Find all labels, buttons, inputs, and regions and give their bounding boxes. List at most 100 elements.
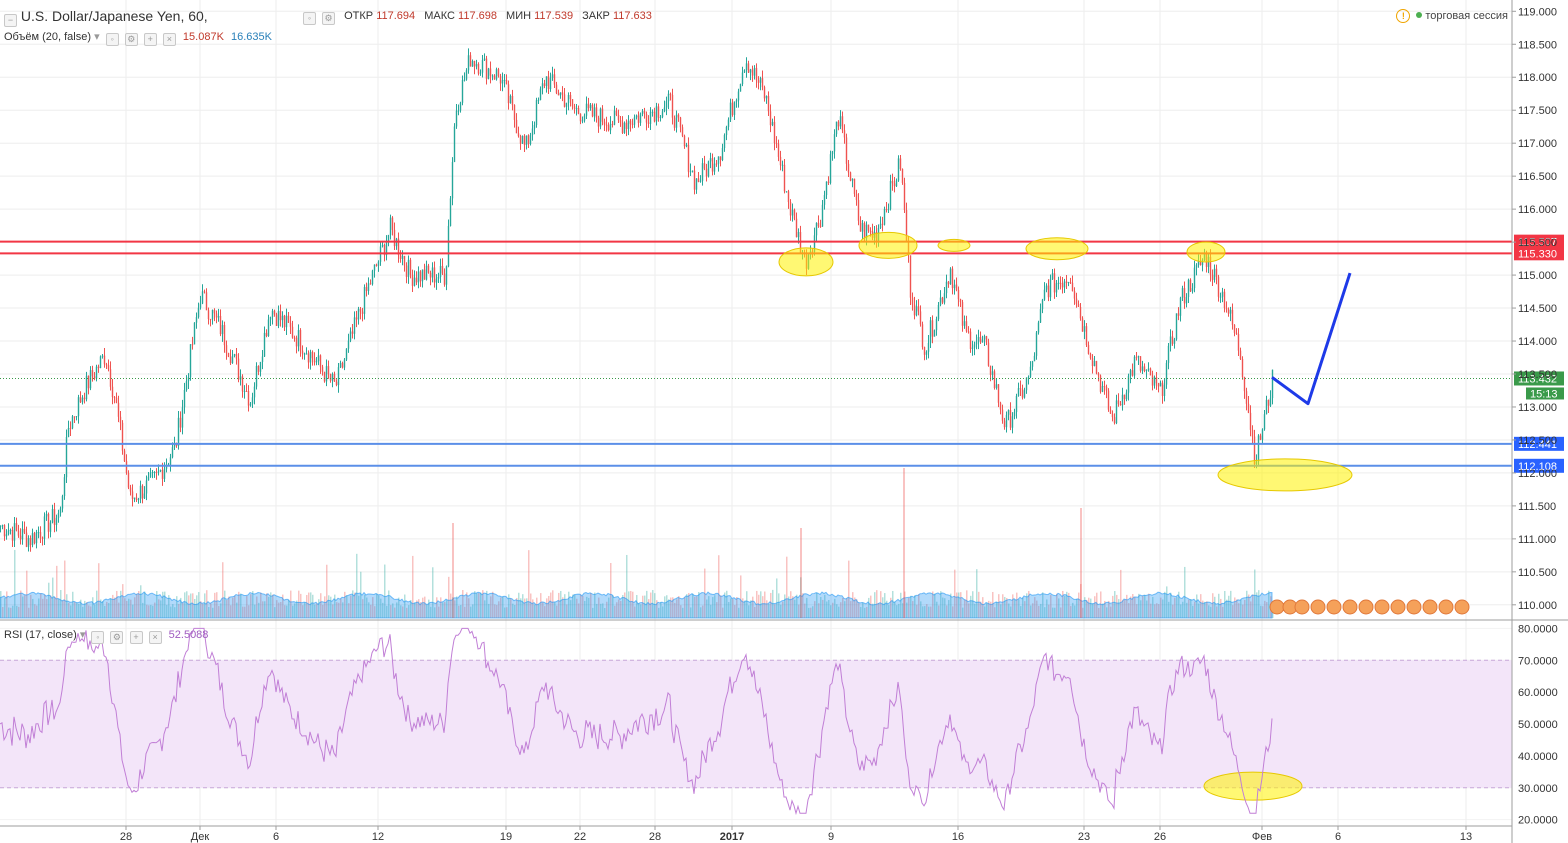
candle-body (323, 371, 326, 382)
volume-bar (1186, 602, 1188, 618)
candle-body (599, 108, 602, 127)
volume-bar (408, 605, 410, 618)
volume-bar (690, 607, 692, 618)
close-icon[interactable]: × (162, 33, 176, 46)
candle-body (823, 195, 826, 205)
volume-bar (722, 607, 724, 618)
volume-bar (934, 593, 936, 618)
candle-body (993, 371, 996, 388)
volume-bar (1258, 590, 1260, 618)
volume-bar (1246, 590, 1248, 618)
volume-bar (1106, 607, 1108, 618)
settings-icon[interactable]: ⚙ (322, 12, 336, 25)
candle-body (1257, 435, 1260, 462)
candle-body (975, 341, 978, 345)
volume-bar (1252, 594, 1254, 618)
dropdown-icon[interactable]: ▾ (79, 629, 86, 641)
candle-body (1161, 382, 1164, 396)
volume-bar (512, 603, 514, 618)
volume-bar (108, 602, 110, 618)
volume-bar (208, 607, 210, 618)
candle-body (1249, 412, 1252, 430)
economic-event-flag-icon (1269, 599, 1285, 615)
candle-body (747, 63, 750, 73)
add-icon[interactable]: + (143, 33, 157, 46)
candle-body (179, 417, 182, 428)
volume-bar (488, 603, 490, 618)
candle-body (781, 164, 784, 166)
candle-body (583, 115, 586, 121)
eye-icon[interactable]: ◦ (105, 33, 119, 46)
candle-body (1159, 382, 1162, 387)
candle-body (261, 356, 264, 362)
volume-bar (570, 600, 572, 618)
volume-bar (634, 606, 636, 618)
dropdown-icon[interactable]: ▾ (94, 31, 100, 43)
volume-bar (214, 592, 216, 618)
volume-bar (684, 597, 686, 618)
candle-body (1081, 318, 1084, 332)
time-tick-label: 28 (649, 831, 661, 843)
candle-body (653, 111, 656, 122)
highlight-ellipses[interactable] (778, 231, 1353, 801)
volume-bar (788, 596, 790, 618)
volume-bar (800, 577, 802, 618)
candle-body (457, 110, 460, 112)
collapse-icon[interactable]: − (4, 14, 17, 27)
volume-bar (458, 605, 460, 618)
time-tick-label: 28 (120, 831, 132, 843)
volume-bar (1162, 599, 1164, 618)
candle-body (1059, 282, 1062, 284)
rsi-study-name: RSI (17, close) (4, 629, 77, 641)
volume-bar (542, 602, 544, 618)
candle-body (223, 325, 226, 346)
session-indicator[interactable]: ! торговая сессия (1396, 9, 1508, 23)
candle-body (297, 330, 300, 347)
candle-body (631, 123, 634, 125)
current-price-tag-label: 113.432 (1518, 373, 1557, 385)
add-icon[interactable]: + (129, 631, 143, 644)
time-tick-label: 19 (500, 831, 512, 843)
candle-body (953, 284, 956, 289)
candle-body (121, 422, 124, 451)
candle-body (333, 373, 336, 382)
candle-body (421, 269, 424, 282)
settings-icon[interactable]: ⚙ (110, 631, 124, 644)
candle-body (937, 304, 940, 320)
event-flags[interactable] (1269, 599, 1470, 615)
candle-body (369, 283, 372, 285)
eye-icon[interactable]: ◦ (91, 631, 105, 644)
candle-body (551, 74, 554, 78)
support-tag (1514, 436, 1564, 451)
volume-bar (898, 603, 900, 618)
candle-body (243, 390, 246, 392)
candle-body (655, 106, 658, 122)
candle-body (41, 537, 44, 539)
eye-icon[interactable]: ◦ (303, 12, 316, 25)
volume-bar (54, 596, 56, 618)
candle-body (585, 103, 588, 116)
volume-bar (482, 590, 484, 618)
candle-body (863, 223, 866, 239)
volume-bar (702, 605, 704, 618)
volume-bar (762, 596, 764, 618)
candle-body (375, 264, 378, 266)
candle-body (981, 339, 984, 343)
candle-body (35, 532, 38, 544)
candle-body (605, 124, 608, 126)
close-icon[interactable]: × (148, 631, 162, 644)
candle-body (309, 351, 312, 363)
volume-bar (908, 597, 910, 618)
volume-bar (832, 602, 834, 618)
settings-icon[interactable]: ⚙ (124, 33, 138, 46)
candle-body (647, 122, 650, 124)
volume-bar (1112, 595, 1114, 618)
forecast-line[interactable] (1271, 272, 1352, 406)
candle-body (367, 283, 370, 291)
volume-bar (474, 591, 476, 618)
volume-bar (740, 575, 742, 618)
volume-bar (210, 603, 212, 618)
volume-bar (190, 593, 192, 618)
